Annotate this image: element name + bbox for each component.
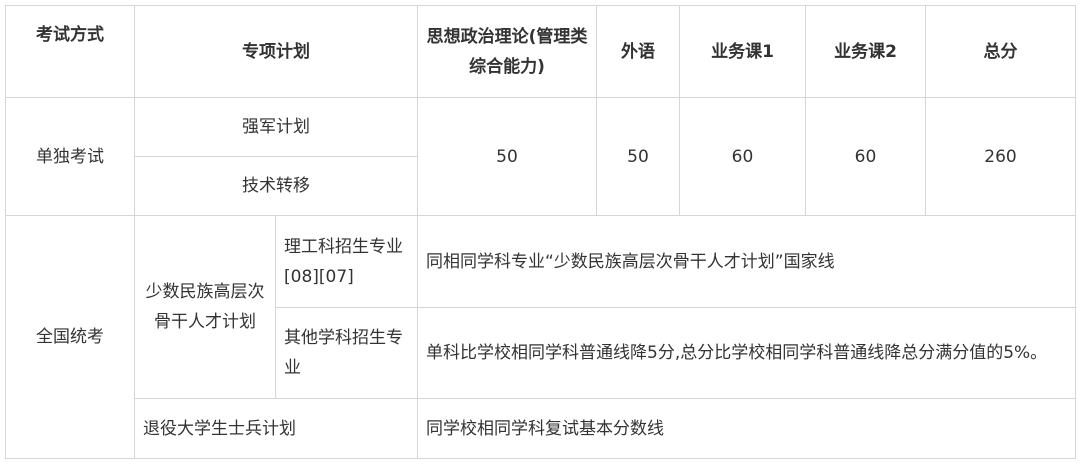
veteran-plan: 退役大学生士兵计划 [134, 398, 418, 459]
header-course2: 业务课2 [805, 5, 926, 98]
separate-total-score: 260 [925, 97, 1076, 216]
separate-exam-mode: 单独考试 [5, 97, 135, 216]
table-row: 单独考试 强军计划 50 50 60 60 260 [5, 97, 1076, 216]
science-rule: 同相同学科专业“少数民族高层次骨干人才计划”国家线 [417, 215, 1076, 308]
plan-strong-army: 强军计划 [134, 97, 418, 157]
other-majors: 其他学科招生专业 [275, 307, 418, 399]
other-rule: 单科比学校相同学科普通线降5分,总分比学校相同学科普通线降总分满分值的5%。 [417, 307, 1076, 399]
header-special-plan: 专项计划 [134, 5, 418, 98]
table-row: 技术转移 [6, 156, 1076, 216]
table-row: 全国统考 少数民族高层次骨干人才计划 理工科招生专业[08][07] 同相同学科… [5, 215, 1076, 459]
separate-foreign-language-score: 50 [596, 97, 680, 216]
header-foreign-language: 外语 [596, 5, 680, 98]
science-majors: 理工科招生专业[08][07] [275, 215, 418, 308]
national-exam-mode: 全国统考 [5, 215, 135, 459]
header-exam-mode: 考试方式 [5, 5, 135, 98]
separate-politics-score: 50 [417, 97, 597, 216]
minority-plan: 少数民族高层次骨干人才计划 [134, 215, 276, 399]
header-row: 考试方式 专项计划 思想政治理论(管理类综合能力) 外语 业务课1 业务课2 总… [5, 5, 1076, 98]
separate-course1-score: 60 [679, 97, 806, 216]
plan-tech-transfer: 技术转移 [134, 156, 418, 216]
separate-course2-score: 60 [805, 97, 926, 216]
table-row: 退役大学生士兵计划 同学校相同学科复试基本分数线 [6, 398, 1076, 459]
header-politics: 思想政治理论(管理类综合能力) [417, 5, 597, 98]
header-course1: 业务课1 [679, 5, 806, 98]
veteran-rule: 同学校相同学科复试基本分数线 [417, 398, 1076, 459]
header-total: 总分 [925, 5, 1076, 98]
table-row: 其他学科招生专业 单科比学校相同学科普通线降5分,总分比学校相同学科普通线降总分… [6, 307, 1076, 399]
score-requirements-table: 考试方式 专项计划 思想政治理论(管理类综合能力) 外语 业务课1 业务课2 总… [5, 5, 1076, 459]
